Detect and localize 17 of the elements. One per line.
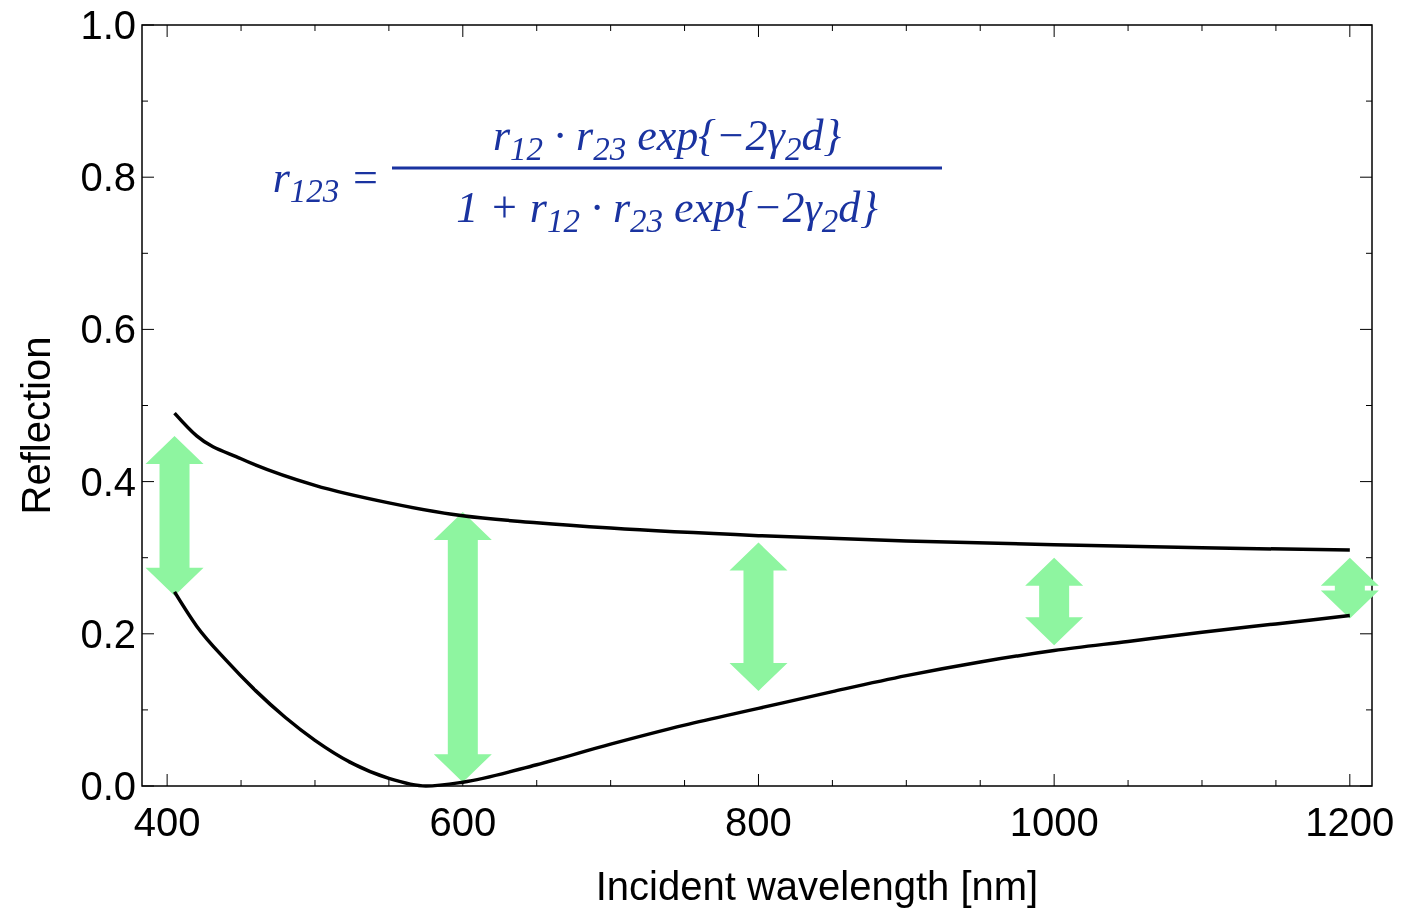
annotation: r$_{123}$ = <box>272 153 380 209</box>
y-tick-label: 0.8 <box>80 155 136 200</box>
y-tick-label: 0.0 <box>80 764 136 808</box>
y-tick-label: 0.6 <box>80 307 136 352</box>
y-axis-title: Reflection <box>14 336 58 515</box>
x-tick-label: 1200 <box>1305 800 1395 844</box>
x-tick-label: 400 <box>133 800 201 844</box>
line-series <box>172 411 1352 552</box>
y-tick-label: 0.4 <box>80 459 136 504</box>
y-tick-label: 1.0 <box>80 3 136 47</box>
x-tick-label: 600 <box>429 800 497 844</box>
x-tick-label: 800 <box>725 800 792 844</box>
y-tick-label: 0.2 <box>80 611 136 656</box>
annotation: 1 + r$_{12}$ · r$_{23}$ exp{−2γ$_{2}$d} <box>456 183 879 239</box>
annotation: r$_{12}$ · r$_{23}$ exp{−2γ$_{2}$d} <box>492 111 842 167</box>
x-tick-label: 1000 <box>1009 800 1099 844</box>
x-axis-title: Incident wavelength [nm] <box>595 864 1039 908</box>
